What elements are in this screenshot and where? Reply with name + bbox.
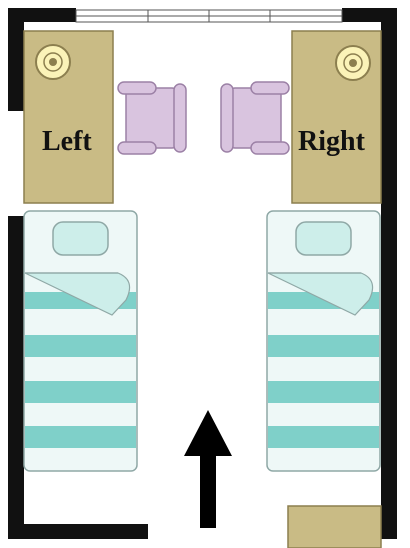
- right-bed-sheet-fold: [267, 272, 374, 316]
- window: [75, 9, 343, 23]
- bottom-right-cabinet: [287, 505, 382, 548]
- top-wall-right: [342, 8, 387, 22]
- bed-stripe: [268, 426, 379, 448]
- arrow-up-icon: [184, 410, 232, 528]
- right-wall: [381, 8, 397, 539]
- office-chair-icon: [220, 81, 290, 155]
- lamp-icon: [35, 44, 71, 80]
- left-bed-sheet-fold: [24, 272, 131, 316]
- top-wall-left: [8, 8, 76, 22]
- pillow-icon: [52, 221, 109, 256]
- left-wall-upper: [8, 8, 24, 111]
- bottom-wall: [8, 524, 148, 539]
- left-wall-lower: [8, 216, 24, 539]
- bed-stripe: [25, 381, 136, 403]
- office-chair-icon: [117, 81, 187, 155]
- lamp-icon: [335, 45, 371, 81]
- pillow-icon: [295, 221, 352, 256]
- right-bed: [266, 210, 381, 472]
- bed-stripe: [268, 381, 379, 403]
- bed-stripe: [268, 335, 379, 357]
- bed-stripe: [25, 426, 136, 448]
- right-desk-label: Right: [298, 126, 366, 157]
- walls: [8, 8, 397, 539]
- left-bed: [23, 210, 138, 472]
- left-desk-label: Left: [42, 126, 92, 157]
- bed-stripe: [25, 335, 136, 357]
